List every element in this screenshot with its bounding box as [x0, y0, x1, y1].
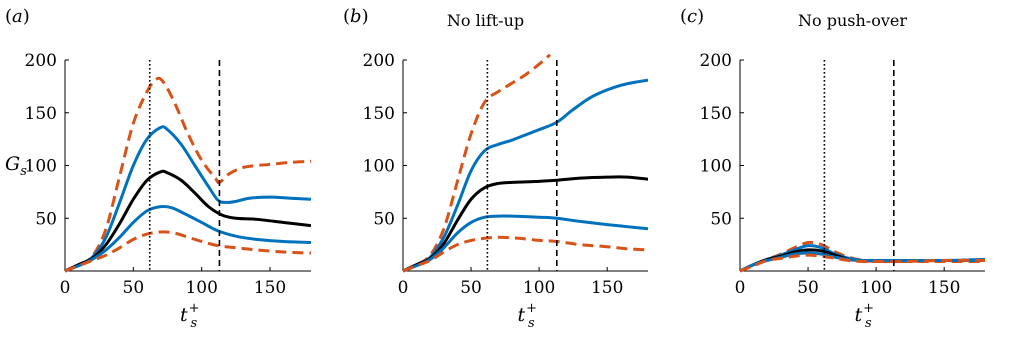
y-tick-label: 50 — [373, 209, 395, 229]
series-line-5 — [740, 253, 985, 273]
panel-label: (c) — [680, 6, 704, 27]
panel-b: (b) No lift-up 0 50 100 150 50 100 150 200 t+ s — [343, 6, 648, 331]
series-line-3 — [65, 169, 311, 273]
x-tick-label: 100 — [185, 278, 217, 298]
y-tick-label: 50 — [35, 209, 57, 229]
x-tick-label: 50 — [123, 278, 145, 298]
series-line-2 — [65, 125, 311, 273]
panel-title: No lift-up — [447, 11, 524, 30]
series-line-2 — [403, 78, 648, 273]
y-tick-label: 200 — [25, 51, 57, 71]
panel-label: (a) — [5, 6, 30, 27]
x-axis-label: t+ s — [855, 301, 875, 331]
y-tick-label: 50 — [710, 209, 732, 229]
panel-title: No push-over — [798, 11, 907, 30]
x-tick-label: 50 — [460, 278, 482, 298]
x-tick-label: 150 — [928, 278, 960, 298]
y-tick-label: 100 — [363, 157, 395, 177]
series-line-4 — [65, 204, 311, 273]
series-line-5 — [403, 235, 648, 273]
x-tick-label: 150 — [591, 278, 623, 298]
y-tick-label: 150 — [25, 104, 57, 124]
y-tick-label: 200 — [363, 51, 395, 71]
y-tick-label: 100 — [25, 157, 57, 177]
y-axis-label: Gs — [5, 153, 27, 179]
x-tick-label: 0 — [735, 278, 746, 298]
x-tick-label: 0 — [60, 278, 71, 298]
x-tick-label: 100 — [523, 278, 555, 298]
x-tick-label: 150 — [254, 278, 286, 298]
y-tick-label: 150 — [363, 104, 395, 124]
x-tick-label: 50 — [797, 278, 819, 298]
series-line-1 — [740, 240, 985, 273]
x-axis-label: t+ s — [180, 301, 200, 331]
series-line-5 — [65, 230, 311, 273]
y-tick-label: 200 — [700, 51, 732, 71]
y-tick-label: 100 — [700, 157, 732, 177]
panel-c: (c) No push-over 0 50 100 150 50 100 150 200 t+ s — [680, 6, 985, 331]
y-tick-label: 150 — [700, 104, 732, 124]
x-tick-label: 100 — [860, 278, 892, 298]
x-axis-label: t+ s — [518, 301, 538, 331]
panel-label: (b) — [343, 6, 369, 27]
panel-a: (a) 0 50 100 150 50 100 150 200 t+ s Gs — [5, 6, 311, 331]
series-line-1 — [403, 54, 551, 273]
x-tick-label: 0 — [398, 278, 409, 298]
